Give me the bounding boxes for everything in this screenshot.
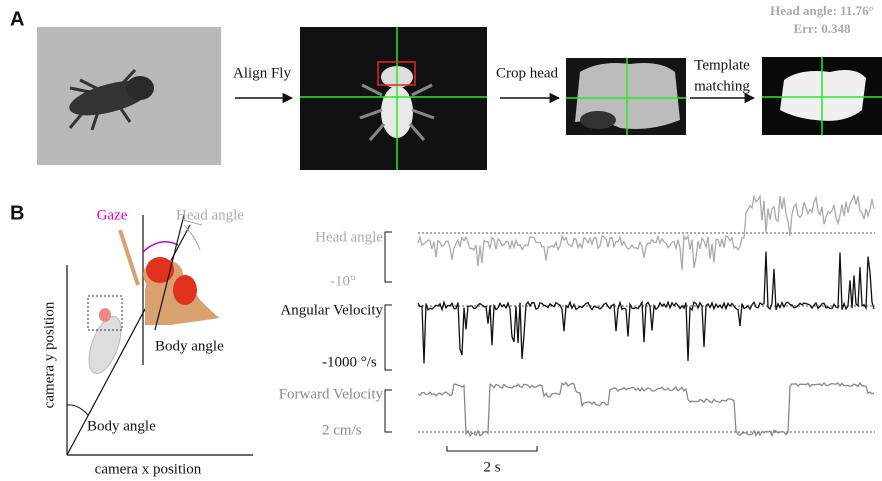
result-text: Err: 0.348 <box>793 21 851 36</box>
result-text: Head angle: 11.76° <box>770 3 874 18</box>
x-axis-label: camera x position <box>95 461 202 477</box>
trace-scale: 2 cm/s <box>322 422 362 438</box>
trace <box>418 383 874 436</box>
trace-scale: -1000 °/s <box>322 354 377 370</box>
step-label: Crop head <box>496 65 559 81</box>
raw-frame <box>37 27 221 165</box>
y-axis-label: camera y position <box>41 301 57 408</box>
cropped-head <box>566 58 686 135</box>
head-angle-label: Head angle <box>176 207 244 223</box>
trace-label: Head angle <box>315 229 383 245</box>
step-label: matching <box>694 78 750 94</box>
panel-label: A <box>10 8 24 30</box>
template-match <box>762 57 882 135</box>
panel-label: B <box>10 202 24 224</box>
body-angle-label: Body angle <box>87 418 156 434</box>
time-scale: 2 s <box>483 459 500 475</box>
trace-label: Forward Velocity <box>279 386 384 402</box>
trace-label: Angular Velocity <box>280 302 383 318</box>
step-label: Align Fly <box>233 65 291 81</box>
traces <box>385 195 875 451</box>
trace <box>418 252 874 364</box>
step-label: Template <box>694 57 750 73</box>
aligned-frame <box>300 27 487 170</box>
trace-scale: -10° <box>330 273 356 289</box>
figure: A Align Fly Crop head Template matching … <box>0 0 882 481</box>
gaze-label: Gaze <box>97 207 128 223</box>
body-angle-label: Body angle <box>155 338 224 354</box>
